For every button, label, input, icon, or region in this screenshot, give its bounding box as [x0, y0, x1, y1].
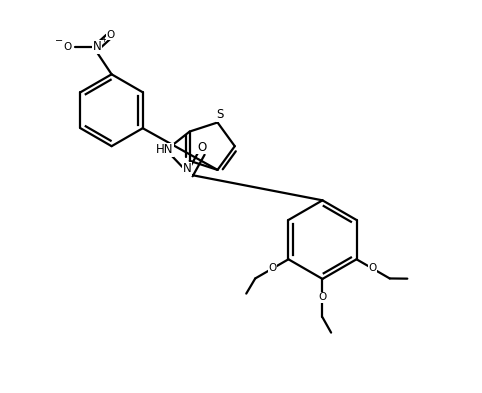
Text: O: O — [268, 263, 277, 274]
Text: O: O — [318, 292, 327, 302]
Text: O: O — [63, 42, 71, 52]
Text: +: + — [100, 35, 107, 44]
Text: O: O — [368, 263, 376, 274]
Text: S: S — [216, 108, 224, 121]
Text: −: − — [55, 36, 63, 46]
Text: HN: HN — [156, 143, 174, 156]
Text: O: O — [197, 141, 206, 154]
Text: N: N — [93, 40, 102, 53]
Text: N: N — [183, 162, 192, 175]
Text: O: O — [107, 29, 115, 40]
